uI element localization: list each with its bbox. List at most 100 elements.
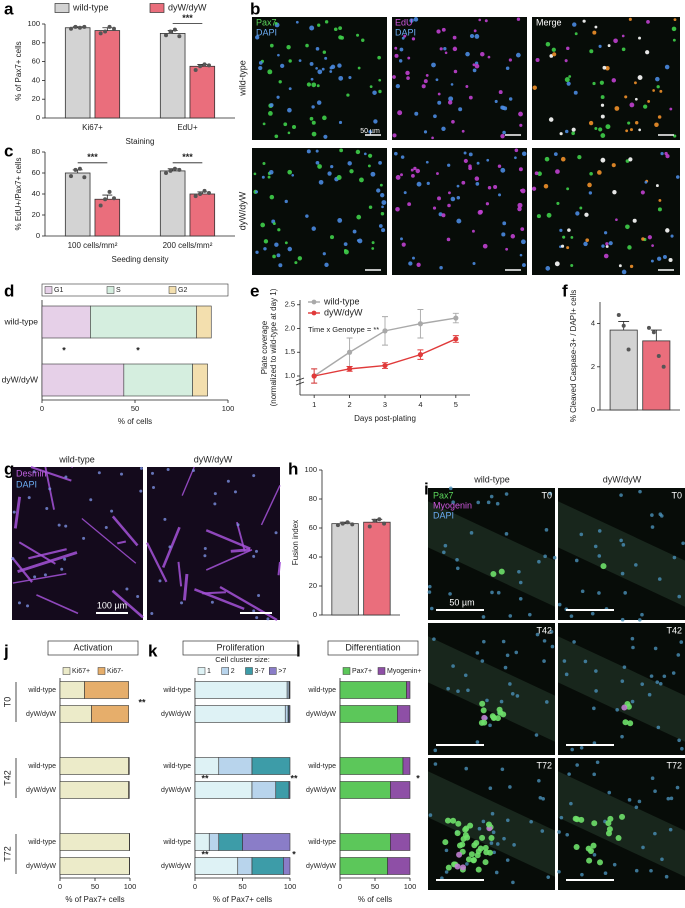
y-tick-label: 100	[304, 465, 317, 474]
cell	[566, 246, 570, 250]
nucleus	[504, 492, 509, 496]
cell	[305, 43, 309, 48]
legend-swatch	[97, 667, 106, 675]
data-point	[621, 323, 626, 328]
legend-swatch	[168, 286, 177, 294]
cell	[343, 249, 347, 252]
cell	[363, 152, 367, 156]
nucleus	[443, 543, 448, 548]
cell	[399, 47, 404, 52]
cell	[297, 256, 303, 261]
nucleus	[489, 841, 494, 845]
y-tick-label: 60	[309, 523, 317, 532]
cell	[618, 264, 622, 268]
data-point	[103, 197, 108, 202]
cell	[468, 152, 473, 157]
cell	[463, 151, 467, 155]
cell	[611, 163, 616, 168]
nucleus	[64, 524, 68, 528]
cell	[611, 78, 617, 83]
cell	[403, 191, 407, 195]
cell	[586, 857, 593, 864]
bar	[94, 30, 121, 119]
cell	[467, 822, 474, 829]
cell	[579, 206, 583, 210]
cell	[381, 200, 387, 205]
bar-segment	[59, 857, 130, 875]
cell	[605, 820, 612, 827]
nucleus	[502, 836, 506, 841]
cell	[629, 102, 635, 108]
nucleus	[669, 796, 674, 801]
x-tick-label: 50	[238, 882, 246, 891]
data-point	[172, 166, 177, 171]
cell	[262, 161, 266, 165]
nucleus	[482, 639, 486, 644]
bar-segment	[194, 833, 210, 851]
data-point	[346, 349, 353, 355]
cell	[295, 20, 299, 24]
column-label: dyW/dyW	[603, 474, 642, 484]
cell	[646, 20, 650, 24]
myotube	[36, 594, 79, 615]
cell	[605, 245, 609, 248]
cell	[277, 228, 281, 232]
x-tick-label: 5	[454, 400, 458, 409]
panel-letter: d	[4, 281, 14, 300]
row-label: dyW/dyW	[237, 191, 247, 230]
cell	[555, 169, 560, 174]
myotube	[71, 466, 73, 469]
bar-segment	[251, 757, 291, 775]
cell	[520, 227, 525, 231]
nucleus	[548, 491, 553, 496]
nucleus	[630, 699, 635, 704]
nucleus	[662, 674, 667, 679]
cell	[470, 857, 477, 864]
cell	[368, 130, 372, 134]
timepoint-label: T0	[671, 490, 682, 500]
cell	[554, 261, 560, 267]
cell	[349, 169, 354, 174]
cell	[559, 132, 563, 136]
nucleus	[658, 512, 663, 517]
cell	[370, 171, 376, 177]
cell	[478, 18, 482, 22]
bar-segment	[208, 833, 220, 851]
cell	[564, 77, 570, 83]
nucleus	[252, 554, 256, 558]
nucleus	[488, 786, 493, 791]
cell	[615, 835, 622, 842]
cell	[477, 845, 484, 852]
image-tile	[557, 488, 685, 622]
nucleus	[60, 567, 64, 571]
channel-label: Desmin	[16, 468, 47, 478]
row-label: dyW/dyW	[161, 863, 191, 870]
timepoint-label: T42	[666, 625, 682, 635]
cell	[487, 186, 492, 190]
cell	[603, 253, 609, 259]
nucleus	[542, 639, 547, 643]
image-tile	[392, 17, 527, 140]
nucleus	[274, 531, 278, 535]
cell	[664, 64, 670, 70]
bar	[642, 340, 671, 411]
error-bar	[102, 194, 113, 200]
cell	[508, 58, 512, 62]
cell	[377, 55, 381, 60]
bar	[189, 193, 216, 237]
x-tick-label: EdU+	[177, 123, 198, 132]
data-point	[172, 27, 177, 32]
bar-segment	[41, 305, 91, 339]
cell	[272, 254, 276, 259]
image-tile	[558, 623, 685, 755]
data-point	[164, 171, 169, 175]
cell	[378, 78, 382, 82]
legend-marker	[311, 299, 317, 305]
cell	[488, 835, 495, 842]
cell	[517, 202, 523, 208]
data-point	[164, 33, 169, 38]
legend-swatch	[342, 667, 351, 675]
bar-segment	[390, 781, 411, 799]
cell	[450, 83, 454, 86]
cell	[317, 164, 322, 169]
